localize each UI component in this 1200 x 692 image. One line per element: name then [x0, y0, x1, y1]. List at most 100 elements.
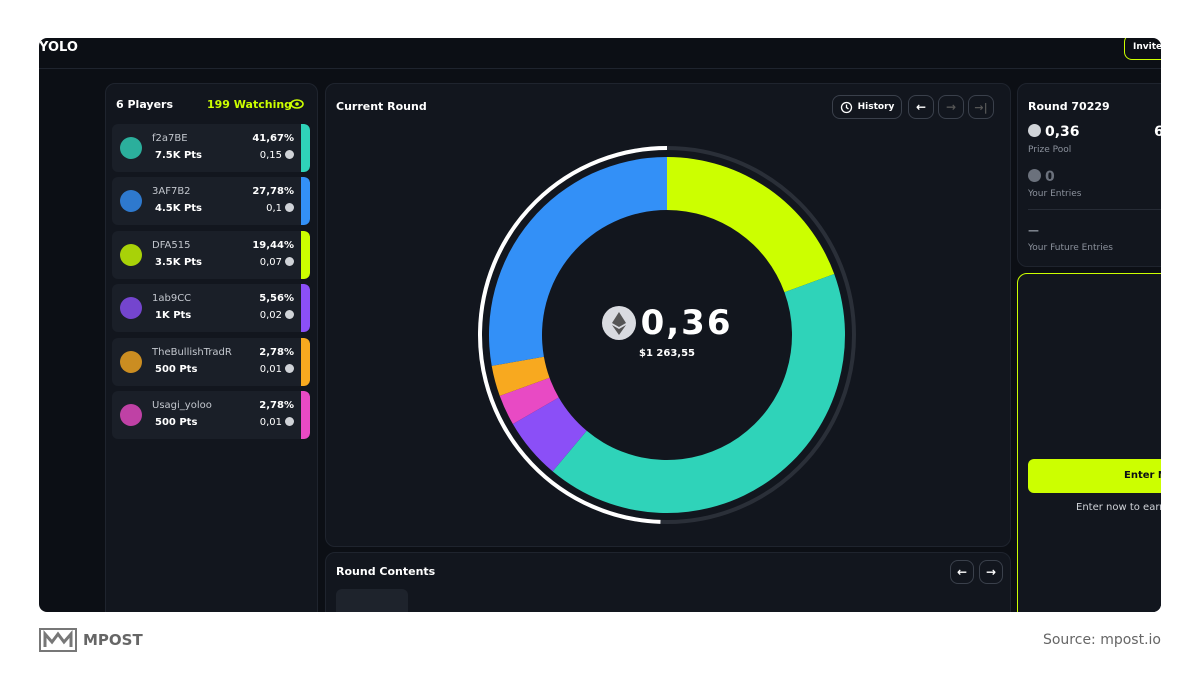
player-row: 1ab9CC 1K Pts 5,56% 0,02	[112, 284, 310, 333]
divider	[39, 68, 1161, 69]
next-round-button[interactable]: →	[938, 95, 964, 119]
footer-brand: MPOST	[39, 628, 143, 652]
invite-button[interactable]: Invite	[1124, 38, 1161, 60]
contents-title: Round Contents	[336, 565, 436, 578]
donut-segment	[552, 274, 845, 513]
future-entries-value: —	[1028, 224, 1039, 237]
player-share: 19,44%	[252, 239, 294, 251]
donut-segment	[491, 356, 550, 396]
eth-glyph	[611, 312, 626, 335]
player-share: 5,56%	[259, 293, 294, 305]
contents-prev[interactable]: ←	[950, 560, 974, 584]
enter-button-label: Enter N	[1124, 470, 1161, 481]
player-share: 27,78%	[252, 186, 294, 198]
history-icon	[840, 101, 852, 113]
eth-icon	[285, 150, 294, 159]
player-color-bar	[301, 124, 310, 172]
history-button[interactable]: History	[832, 95, 902, 119]
player-color-bar	[301, 337, 310, 386]
player-name: 3AF7B2	[152, 186, 191, 198]
player-entry: 0,01	[259, 363, 294, 375]
pot-display: 0,36	[587, 303, 747, 343]
watching-count: 199 Watching	[207, 98, 293, 111]
timer-progress	[478, 146, 668, 524]
eth-icon	[1028, 124, 1041, 137]
player-points: 1K Pts	[155, 310, 192, 322]
future-entries-label: Your Future Entries	[1028, 243, 1113, 253]
enter-panel: Enter N Enter now to earn	[1017, 273, 1161, 612]
player-row: Usagi_yoloo 500 Pts 2,78% 0,01	[112, 391, 310, 439]
donut-chart	[478, 146, 856, 524]
player-name: Usagi_yoloo	[152, 400, 212, 411]
player-color-bar	[301, 230, 310, 279]
player-color-bar	[301, 284, 310, 333]
brand-name: MPOST	[83, 631, 143, 649]
round-info-panel: Round 70229 0,36 Prize Pool 6 0 Your Ent…	[1017, 83, 1161, 267]
player-name: f2a7BE	[152, 133, 188, 144]
prize-pool-value: 0,36	[1045, 124, 1080, 140]
players-count: 6 Players	[116, 98, 174, 111]
player-entry-value: 0,01	[259, 417, 282, 428]
player-points: 3.5K Pts	[155, 256, 203, 268]
player-row: 3AF7B2 4.5K Pts 27,78% 0,1	[112, 177, 310, 226]
round-number: Round 70229	[1028, 100, 1110, 113]
player-avatar	[120, 404, 142, 426]
player-share: 2,78%	[259, 400, 294, 411]
player-entry-value: 0,07	[259, 256, 282, 268]
donut-segment	[489, 157, 667, 366]
player-row: DFA515 3.5K Pts 19,44% 0,07	[112, 230, 310, 279]
eth-icon	[601, 306, 636, 340]
eth-icon	[285, 310, 294, 320]
enter-note: Enter now to earn	[1076, 502, 1161, 513]
player-points: 4.5K Pts	[155, 203, 203, 215]
round-title: Current Round	[336, 100, 427, 113]
content-card	[336, 589, 408, 612]
player-entry: 0,15	[260, 150, 294, 161]
prize-pool-label: Prize Pool	[1028, 145, 1072, 155]
your-entries-label: Your Entries	[1028, 189, 1082, 199]
history-label: History	[857, 102, 895, 112]
player-entry-value: 0,01	[259, 363, 282, 375]
player-points: 7.5K Pts	[155, 150, 203, 161]
invite-label: Invite	[1133, 42, 1161, 52]
round-contents-panel: Round Contents ← →	[325, 552, 1011, 612]
player-share: 41,67%	[252, 133, 294, 144]
pot-usd: $1 263,55	[639, 348, 695, 359]
donut-segment	[667, 157, 835, 293]
player-avatar	[120, 137, 142, 159]
eth-icon	[1028, 169, 1041, 182]
players-panel: 6 Players 199 Watching f2a7BE 7.5K Pts 41,…	[105, 83, 318, 612]
donut-segment	[499, 377, 559, 425]
player-name: DFA515	[152, 239, 191, 251]
eth-icon	[285, 417, 294, 426]
logo[interactable]: YOLO	[39, 40, 78, 55]
player-avatar	[120, 243, 142, 266]
donut-segment	[512, 397, 587, 472]
player-color-bar	[301, 391, 310, 439]
pot-amount: 0,36	[640, 303, 733, 343]
enter-button[interactable]: Enter N	[1028, 459, 1161, 493]
player-avatar	[120, 350, 142, 373]
player-entry-value: 0,02	[259, 310, 282, 322]
prev-round-button[interactable]: ←	[908, 95, 934, 119]
players-value: 6	[1154, 124, 1161, 140]
player-color-bar	[301, 177, 310, 226]
eye-icon	[290, 99, 304, 109]
contents-next[interactable]: →	[979, 560, 1003, 584]
player-entry: 0,1	[266, 203, 294, 214]
player-name: 1ab9CC	[152, 293, 192, 305]
player-entry: 0,02	[260, 310, 294, 321]
brand-logo	[39, 628, 77, 652]
last-round-button[interactable]: →|	[968, 95, 994, 119]
player-points: 500 Pts	[155, 417, 198, 428]
eth-icon	[285, 363, 294, 373]
player-name: TheBullishTradR	[152, 346, 232, 358]
player-entry: 0,01	[260, 417, 294, 428]
player-points: 500 Pts	[155, 363, 198, 375]
source-note: Source: mpost.io	[1042, 632, 1161, 648]
your-entries-value: 0	[1045, 169, 1055, 185]
divider	[1028, 209, 1161, 210]
eth-icon	[285, 203, 294, 213]
player-share: 2,78%	[259, 346, 294, 358]
player-row: f2a7BE 7.5K Pts 41,67% 0,15	[112, 124, 310, 172]
